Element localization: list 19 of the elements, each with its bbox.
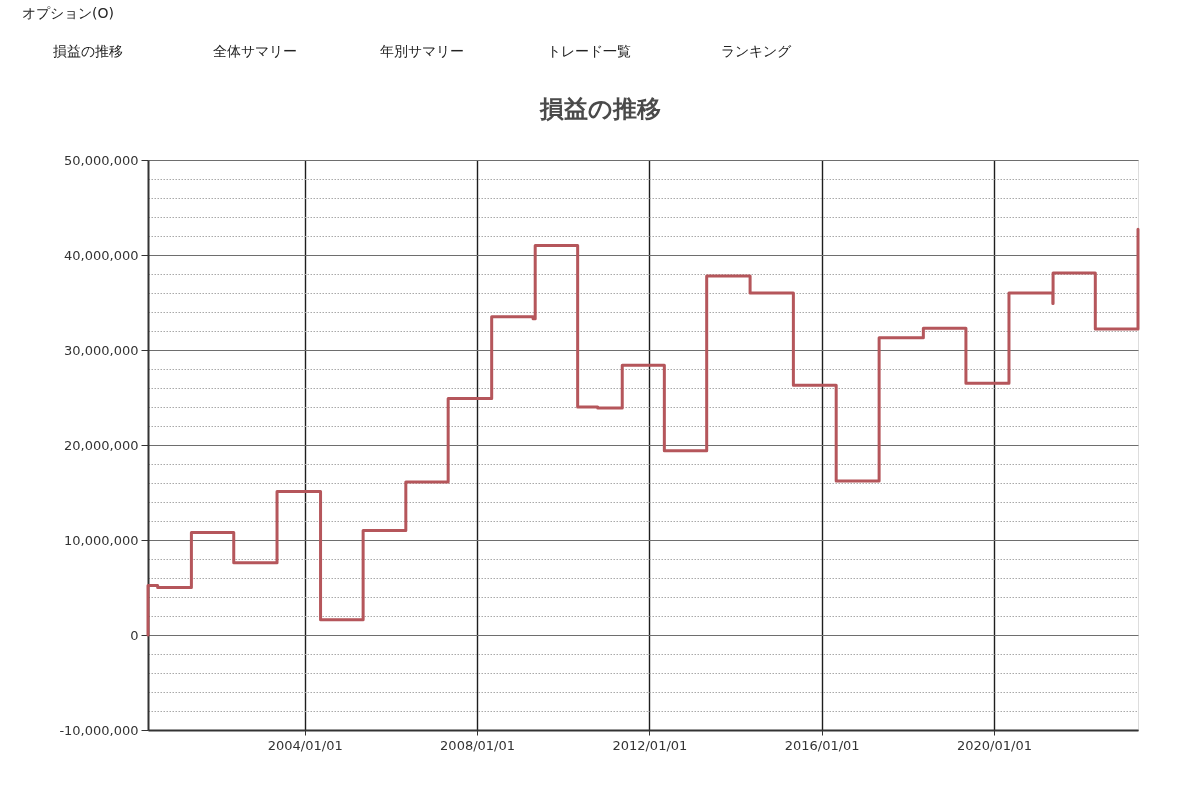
chart-title: 損益の推移 [538,95,661,123]
x-tick-label: 2016/01/01 [784,737,860,753]
y-tick-label: 10,000,000 [64,532,139,548]
x-tick-label: 2004/01/01 [267,737,343,753]
text: 全体サマリー [213,43,297,59]
text: ランキング [721,43,792,59]
text: トレード一覧 [547,43,631,59]
y-tick-label: 50,000,000 [64,152,139,168]
x-tick-label: 2012/01/01 [612,737,688,753]
y-tick-label: -10,000,000 [59,722,139,738]
y-tick-label: 40,000,000 [64,247,139,263]
text: 年別サマリー [380,43,464,59]
y-tick-label: 30,000,000 [64,342,139,358]
text: 損益の推移 [53,43,123,59]
x-tick-label: 2020/01/01 [957,737,1032,753]
y-tick-label: 0 [130,627,139,643]
y-tick-label: 20,000,000 [64,437,139,453]
x-tick-label: 2008/01/01 [440,737,516,753]
text: オプション(O) [22,5,114,21]
